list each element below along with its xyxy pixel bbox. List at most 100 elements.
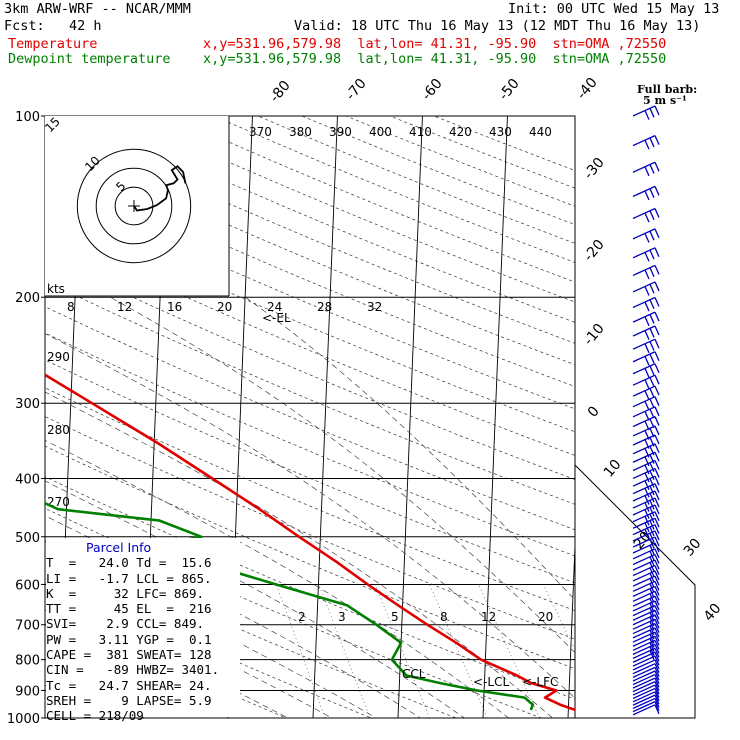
wind-barb-shaft xyxy=(632,595,656,607)
wind-barb-shaft xyxy=(632,681,656,693)
wind-barb-shaft xyxy=(632,651,656,663)
theta-label: 400 xyxy=(369,125,392,139)
wind-barb-flag xyxy=(644,166,650,177)
wind-barb-shaft xyxy=(632,643,656,655)
hodograph-speed-label: 16 xyxy=(167,300,182,314)
wind-barb-shaft xyxy=(632,524,656,536)
wind-barb-flag xyxy=(654,281,660,292)
parcel-row: LI = -1.7 LCL = 865. xyxy=(46,570,212,586)
wind-barb xyxy=(632,691,660,703)
pressure-tick-label: 300 xyxy=(15,397,40,412)
pressure-tick-label: 500 xyxy=(15,531,40,546)
dry-adiabat-line xyxy=(45,306,575,531)
hodograph-speed-label: 32 xyxy=(367,300,382,314)
wind-barb xyxy=(632,161,660,177)
wind-barb xyxy=(632,296,660,312)
wind-barb-shaft xyxy=(632,627,656,639)
wind-barb-flag xyxy=(649,108,655,118)
dry-adiabat-line xyxy=(345,116,575,207)
hodograph-trace xyxy=(133,165,187,212)
wind-barb-flag xyxy=(654,536,660,547)
pressure-tick-label: 100 xyxy=(15,110,40,125)
wind-barb xyxy=(632,694,660,706)
wind-barb-shaft xyxy=(632,687,656,700)
pressure-tick-label: 700 xyxy=(15,619,40,634)
wind-barb xyxy=(632,697,660,710)
wind-barb-flag xyxy=(654,704,660,715)
mixing-ratio-label: 3 xyxy=(338,610,346,624)
wind-barb-flag xyxy=(649,507,655,517)
wind-barb-shaft xyxy=(632,590,656,602)
wind-barb xyxy=(632,374,660,390)
dewpoint-legend-label: Dewpoint temperature xyxy=(8,51,171,67)
isotherm-label: -50 xyxy=(496,76,523,104)
isotherm-label: -40 xyxy=(574,75,601,103)
wind-barb-flag xyxy=(644,368,650,378)
wind-barb-flag xyxy=(654,659,660,670)
wind-barb xyxy=(632,311,660,327)
wind-barb-shaft xyxy=(632,467,656,480)
pressure-tick-label: 900 xyxy=(15,684,40,699)
wind-barb-flag xyxy=(654,351,660,362)
wind-barb-shaft xyxy=(632,517,656,529)
wind-barb-flag xyxy=(649,462,655,473)
wind-barb-flag xyxy=(654,688,660,698)
wind-barb xyxy=(632,451,660,467)
wind-barb xyxy=(632,483,660,498)
wind-barb-shaft xyxy=(632,374,656,386)
theta-label: 390 xyxy=(329,125,352,139)
isotherm-label: -70 xyxy=(343,76,370,104)
wind-barb xyxy=(632,677,660,689)
wind-barb-flag xyxy=(654,518,660,528)
wind-barb-flag xyxy=(649,485,655,496)
wind-barb xyxy=(632,511,660,526)
wind-barb-shaft xyxy=(632,553,656,566)
parcel-row: Tc = 24.7 SHEAR= 24. xyxy=(46,677,212,693)
wind-barb-shaft xyxy=(632,385,656,397)
wind-barb-flag xyxy=(654,651,660,662)
wind-barb-flag xyxy=(644,110,650,120)
wind-barb-shaft xyxy=(632,697,656,710)
parcel-row: CIN = -89 HWBZ= 3401. xyxy=(46,662,220,678)
forecast-hour: Fcst: 42 h xyxy=(4,18,102,34)
wind-barb-flag xyxy=(649,650,655,660)
wind-barb-flag xyxy=(644,356,650,366)
wind-barb-flag xyxy=(644,401,650,411)
wind-barb-flag xyxy=(654,451,660,462)
wind-barb-flag xyxy=(644,464,650,475)
wind-barb xyxy=(632,415,660,431)
temperature-legend-label: Temperature xyxy=(8,36,98,52)
wind-barb xyxy=(632,385,660,401)
wind-barb-shaft xyxy=(632,351,656,363)
wind-barb-flag xyxy=(654,681,660,691)
wind-barb-shaft xyxy=(632,338,656,350)
wind-barb-flag xyxy=(644,286,650,296)
wind-barb-flag xyxy=(654,504,660,515)
wind-barb-shaft xyxy=(632,281,656,293)
wind-barb-flag xyxy=(654,600,660,611)
wind-barb xyxy=(632,247,660,262)
wind-barb-flag xyxy=(649,388,655,398)
hodograph-speed-label: 20 xyxy=(217,300,232,314)
wind-barb xyxy=(632,666,660,678)
wind-barb-flag xyxy=(649,500,655,510)
dewpoint-legend-info: x,y=531.96,579.98 lat,lon= 41.31, -95.90… xyxy=(203,51,667,67)
wind-barb-flag xyxy=(644,480,650,491)
wind-barb-shaft xyxy=(632,663,656,675)
model-title: 3km ARW-WRF -- NCAR/MMM xyxy=(4,1,191,17)
wind-barb-flag xyxy=(654,511,660,521)
wind-barb xyxy=(632,459,660,475)
wind-barb-flag xyxy=(644,495,650,505)
pressure-tick-label: 600 xyxy=(15,578,40,593)
wind-barb xyxy=(632,497,660,512)
barb-legend-label: Full barb: xyxy=(637,83,697,96)
wind-barb-flag xyxy=(649,398,655,409)
wind-barb-flag xyxy=(649,638,655,648)
wind-barb-flag xyxy=(654,631,660,642)
wind-barb-shaft xyxy=(632,135,656,147)
wind-barb-shaft xyxy=(632,105,656,117)
wind-barb-flag xyxy=(654,595,660,606)
isotherm-line xyxy=(312,116,338,718)
pressure-tick-label: 200 xyxy=(15,291,40,306)
wind-barb-flag xyxy=(644,522,650,533)
